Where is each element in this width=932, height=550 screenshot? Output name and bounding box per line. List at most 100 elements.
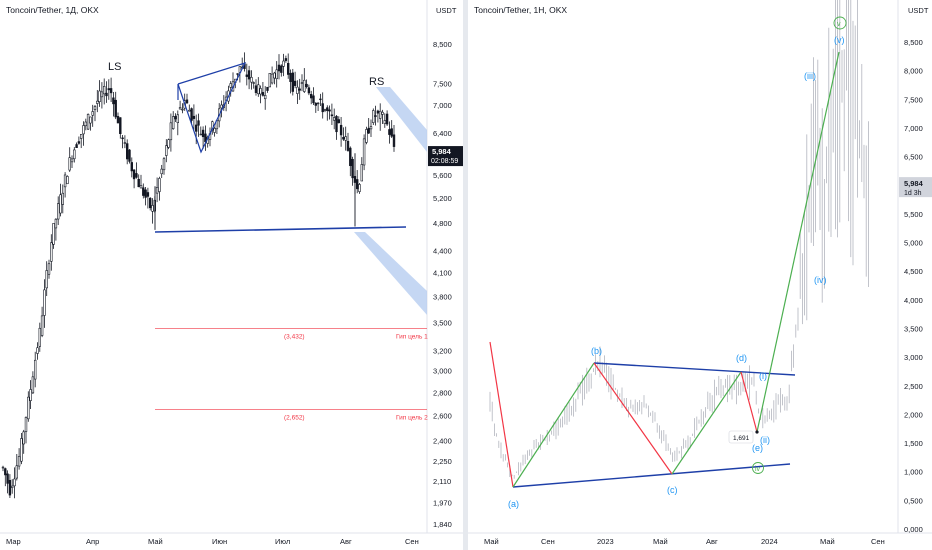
price-callout-value: 1,691 — [733, 435, 750, 442]
candle-body — [358, 184, 361, 192]
wave-label-ii: (ii) — [760, 435, 770, 445]
right-y-tick-label: 6,500 — [904, 153, 923, 162]
left-y-tick-label: 1,840 — [433, 520, 452, 529]
left-y-tick-label: 2,800 — [433, 388, 452, 397]
candle-body — [126, 143, 129, 160]
candle-body — [250, 77, 253, 83]
candle-body — [326, 107, 329, 111]
price-tag-timer: 02:08:59 — [431, 158, 458, 165]
candle-body — [383, 120, 386, 124]
candle-body — [155, 186, 159, 194]
candle-body — [342, 136, 345, 140]
candle-body — [188, 109, 191, 112]
right-y-tick-label: 1,500 — [904, 439, 923, 448]
upper-trendline — [593, 362, 796, 376]
candle-body — [144, 189, 147, 198]
candle-body — [151, 205, 154, 212]
left-y-tick-label: 1,970 — [433, 499, 452, 508]
candle-body — [286, 63, 290, 75]
right-y-tick-label: 3,500 — [904, 324, 923, 333]
right-y-tick-label: 7,000 — [904, 124, 923, 133]
left-y-tick-label: 2,400 — [433, 437, 452, 446]
wave-line — [593, 362, 673, 475]
right-x-tick-label: Май — [653, 537, 668, 546]
candle-body — [82, 125, 85, 135]
candle-body — [367, 127, 370, 134]
candle-body — [376, 110, 380, 114]
left-y-tick-label: 3,800 — [433, 292, 452, 301]
target-value-label: (2,652) — [284, 414, 305, 421]
candle-body — [61, 192, 65, 205]
candle-body — [40, 315, 44, 336]
left-chart-panel[interactable]: 8,500 7,500 7,000 6,400 5,600 5,200 4,800 4,400… — [0, 0, 463, 550]
candle-body — [119, 117, 122, 134]
candle-body — [257, 84, 260, 95]
candle-body — [98, 90, 101, 102]
circle-iv-label: iv — [755, 466, 761, 473]
candle-body — [130, 162, 133, 172]
right-y-tick-label: 2,500 — [904, 382, 923, 391]
candle-body — [374, 115, 377, 117]
wave-line — [756, 51, 840, 433]
target-name-label: Гип цель 2 — [396, 414, 428, 421]
candle-body — [328, 109, 331, 112]
right-y-tick-label: 7,500 — [904, 95, 923, 104]
candle-body — [349, 147, 352, 167]
candle-body — [27, 396, 30, 420]
candle-body — [96, 100, 99, 104]
left-y-tick-label: 7,000 — [433, 101, 452, 110]
candle-body — [80, 134, 83, 139]
candle-body — [135, 173, 138, 178]
left-y-tick-label: 3,500 — [433, 318, 452, 327]
candle-body — [270, 73, 274, 84]
wave-line — [512, 362, 595, 488]
candle-body — [385, 113, 389, 125]
right-y-tick-label: 8,500 — [904, 38, 923, 47]
candle-body — [116, 116, 120, 124]
panel-divider[interactable] — [463, 0, 468, 550]
right-x-tick-label: 2024 — [761, 537, 778, 546]
candle-body — [192, 115, 196, 119]
candle-body — [190, 108, 193, 121]
candle-body — [273, 72, 276, 79]
candle-body — [132, 169, 136, 180]
right-chart-panel[interactable]: 8,5008,0007,5007,0006,5006,0005,5005,000… — [468, 0, 932, 550]
candle-body — [355, 179, 359, 190]
candle-body — [121, 137, 124, 140]
candle-body — [319, 98, 322, 101]
wave-line — [740, 371, 758, 433]
candle-body — [1, 466, 5, 469]
candle-body — [252, 82, 255, 84]
left-x-tick-label: Авг — [340, 537, 352, 546]
right-y-tick-label: 1,000 — [904, 468, 923, 477]
target-value-label: (3,432) — [284, 333, 305, 340]
candle-body — [22, 431, 25, 445]
right-chart[interactable]: 8,5008,0007,5007,0006,5006,0005,5005,000… — [468, 0, 932, 550]
candle-body — [107, 88, 111, 91]
right-x-tick-label: Авг — [706, 537, 718, 546]
candle-body — [303, 79, 306, 92]
candle-body — [362, 138, 366, 166]
wedge-pattern — [177, 62, 247, 154]
candle-body — [6, 473, 9, 484]
left-x-tick-label: Май — [148, 537, 163, 546]
left-chart[interactable]: 8,500 7,500 7,000 6,400 5,600 5,200 4,800 4,400… — [0, 0, 463, 550]
candle-body — [305, 83, 308, 87]
candle-body — [36, 347, 39, 354]
candle-body — [277, 64, 281, 72]
left-y-tick-label: 2,110 — [433, 477, 451, 486]
candle-body — [280, 65, 283, 73]
left-y-tick-label: 3,200 — [433, 346, 452, 355]
price-tag — [899, 177, 932, 198]
candle-body — [185, 99, 189, 104]
candle-body — [15, 465, 18, 479]
candle-body — [289, 73, 292, 82]
candle-body — [149, 197, 152, 209]
candle-body — [220, 104, 223, 109]
candle-body — [29, 389, 32, 401]
candle-body — [73, 149, 76, 160]
candle-body — [172, 116, 175, 130]
candle-body — [365, 129, 368, 143]
neckline — [154, 226, 407, 233]
wave-label-i: (i) — [759, 371, 767, 381]
